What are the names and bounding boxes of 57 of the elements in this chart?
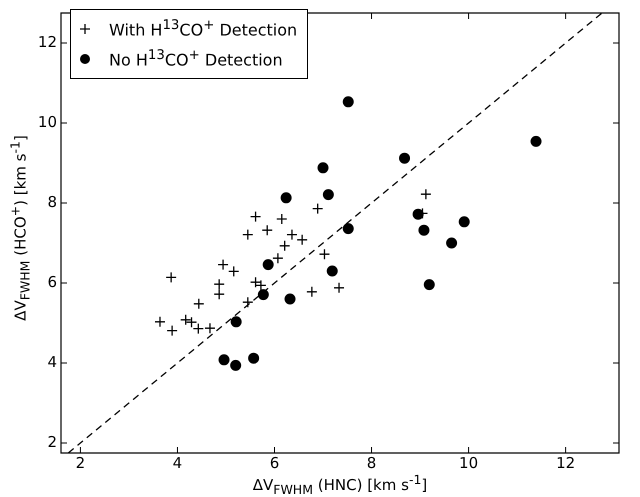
- legend-label: No H$^{13}$CO$^{+}$ Detection: [109, 48, 283, 70]
- point: [228, 266, 240, 278]
- x-tick-label: 6: [270, 454, 280, 472]
- y-tick-label: 12: [38, 32, 57, 51]
- y-tick-label: 2: [47, 432, 57, 451]
- point: [342, 223, 354, 234]
- point: [418, 224, 430, 236]
- point: [306, 286, 318, 298]
- point: [217, 258, 229, 270]
- point: [165, 272, 177, 284]
- point: [154, 316, 166, 328]
- point: [280, 192, 292, 204]
- point: [286, 228, 298, 240]
- point: [420, 188, 432, 200]
- point: [326, 266, 338, 276]
- point: [318, 162, 329, 174]
- x-tick-label: 2: [76, 454, 86, 472]
- point: [284, 294, 296, 304]
- point: [250, 210, 262, 222]
- point: [322, 189, 334, 200]
- point: [218, 354, 230, 366]
- y-tick-label: 8: [47, 192, 57, 211]
- point: [242, 296, 254, 308]
- x-tick-label: 8: [366, 454, 376, 472]
- point: [166, 324, 178, 336]
- point: [399, 152, 410, 164]
- point: [242, 228, 254, 240]
- x-axis-title: ΔV$_{FWHM}$ (HNC) [km s$^{-1}$]: [252, 472, 428, 497]
- point: [258, 289, 269, 300]
- point: [312, 202, 324, 214]
- point: [276, 213, 288, 225]
- point: [318, 248, 330, 260]
- point: [446, 238, 458, 248]
- point: [230, 360, 242, 371]
- y-tick-label: 10: [38, 112, 57, 131]
- point: [204, 322, 216, 334]
- y-tick-label: 6: [47, 272, 57, 291]
- point: [279, 240, 290, 252]
- legend-label: With H$^{13}$CO$^{+}$ Detection: [109, 18, 298, 40]
- x-tick-label: 12: [556, 454, 576, 472]
- point: [272, 252, 284, 264]
- x-tick-label: 10: [459, 454, 478, 472]
- point: [530, 136, 542, 147]
- point: [424, 279, 435, 290]
- point: [458, 216, 470, 228]
- point: [214, 288, 225, 300]
- point: [342, 96, 354, 108]
- point: [230, 316, 242, 328]
- point: [193, 298, 204, 310]
- point: [262, 259, 274, 270]
- point: [248, 352, 260, 364]
- point: [333, 282, 345, 294]
- point: [296, 234, 308, 246]
- point: [214, 278, 225, 290]
- x-tick-label: 4: [172, 454, 182, 472]
- point: [262, 224, 273, 236]
- y-tick-label: 4: [47, 352, 57, 371]
